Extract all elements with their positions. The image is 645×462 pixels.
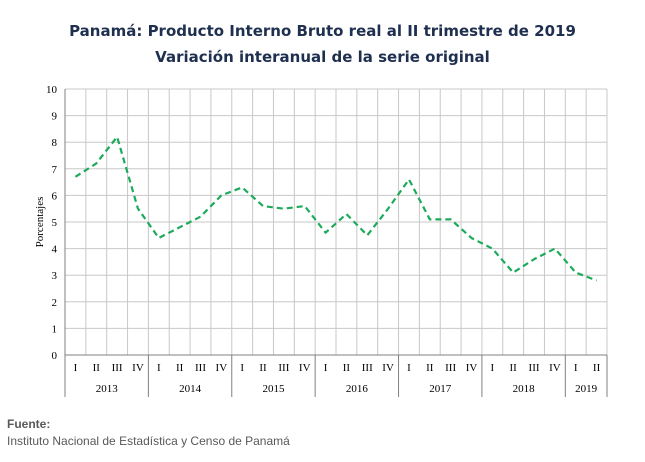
data-point	[241, 186, 243, 188]
x-tick-year: 2018	[513, 383, 536, 395]
y-tick-label: 7	[52, 164, 58, 176]
x-tick-quarter: I	[491, 362, 495, 374]
x-tick-quarter: III	[445, 362, 456, 374]
x-tick-quarter: II	[259, 362, 267, 374]
data-point	[262, 205, 264, 207]
data-point	[512, 271, 514, 273]
data-point	[408, 178, 410, 180]
x-tick-quarter: I	[407, 362, 411, 374]
data-point	[366, 234, 368, 236]
data-point	[387, 208, 389, 210]
y-tick-label: 0	[52, 350, 58, 362]
y-tick-label: 3	[52, 270, 58, 282]
x-tick-year: 2019	[575, 383, 598, 395]
x-tick-quarter: III	[362, 362, 373, 374]
data-point	[533, 258, 535, 260]
data-point	[449, 218, 451, 220]
y-tick-label: 4	[52, 244, 58, 256]
data-point	[74, 176, 76, 178]
data-point	[95, 162, 97, 164]
x-tick-quarter: I	[157, 362, 161, 374]
data-point	[491, 247, 493, 249]
x-tick-quarter: II	[93, 362, 101, 374]
x-tick-quarter: III	[112, 362, 123, 374]
y-axis-label: Porcentajes	[34, 197, 46, 248]
y-tick-label: 8	[52, 137, 58, 149]
x-tick-quarter: IV	[132, 362, 144, 374]
x-tick-quarter: I	[74, 362, 78, 374]
data-point	[283, 208, 285, 210]
y-tick-label: 9	[52, 111, 58, 123]
x-tick-quarter: IV	[299, 362, 311, 374]
x-tick-year: 2014	[179, 383, 202, 395]
x-tick-year: 2017	[429, 383, 452, 395]
data-point	[554, 247, 556, 249]
x-tick-quarter: IV	[382, 362, 394, 374]
x-tick-quarter: IV	[549, 362, 561, 374]
data-point	[429, 218, 431, 220]
data-point	[116, 136, 118, 138]
chart-title: Panamá: Producto Interno Bruto real al I…	[69, 22, 576, 40]
x-tick-quarter: IV	[216, 362, 228, 374]
data-point	[304, 205, 306, 207]
x-tick-quarter: IV	[466, 362, 478, 374]
x-tick-quarter: I	[240, 362, 244, 374]
source-label: Fuente:	[7, 417, 51, 431]
x-tick-year: 2013	[96, 383, 119, 395]
data-point	[199, 215, 201, 217]
x-tick-quarter: III	[529, 362, 540, 374]
x-tick-quarter: II	[426, 362, 434, 374]
x-tick-year: 2015	[262, 383, 285, 395]
chart-subtitle: Variación interanual de la serie origina…	[155, 48, 490, 66]
y-tick-label: 10	[46, 84, 58, 96]
data-point	[575, 271, 577, 273]
data-point	[324, 231, 326, 233]
x-tick-quarter: III	[278, 362, 289, 374]
data-point	[158, 237, 160, 239]
y-tick-label: 2	[52, 297, 58, 309]
x-tick-quarter: III	[195, 362, 206, 374]
x-tick-year: 2016	[346, 383, 369, 395]
x-tick-quarter: II	[343, 362, 351, 374]
x-tick-quarter: II	[510, 362, 518, 374]
data-point	[137, 208, 139, 210]
y-tick-label: 5	[52, 217, 58, 229]
x-tick-quarter: I	[574, 362, 578, 374]
data-point	[178, 226, 180, 228]
x-tick-quarter: II	[593, 362, 601, 374]
data-series-line	[74, 135, 597, 282]
data-point	[345, 213, 347, 215]
data-point	[220, 194, 222, 196]
y-tick-label: 1	[52, 323, 58, 335]
x-tick-quarter: I	[324, 362, 328, 374]
data-point	[595, 279, 597, 281]
y-tick-label: 6	[52, 190, 58, 202]
source-text: Instituto Nacional de Estadística y Cens…	[7, 434, 290, 448]
data-point	[470, 237, 472, 239]
x-tick-quarter: II	[176, 362, 184, 374]
